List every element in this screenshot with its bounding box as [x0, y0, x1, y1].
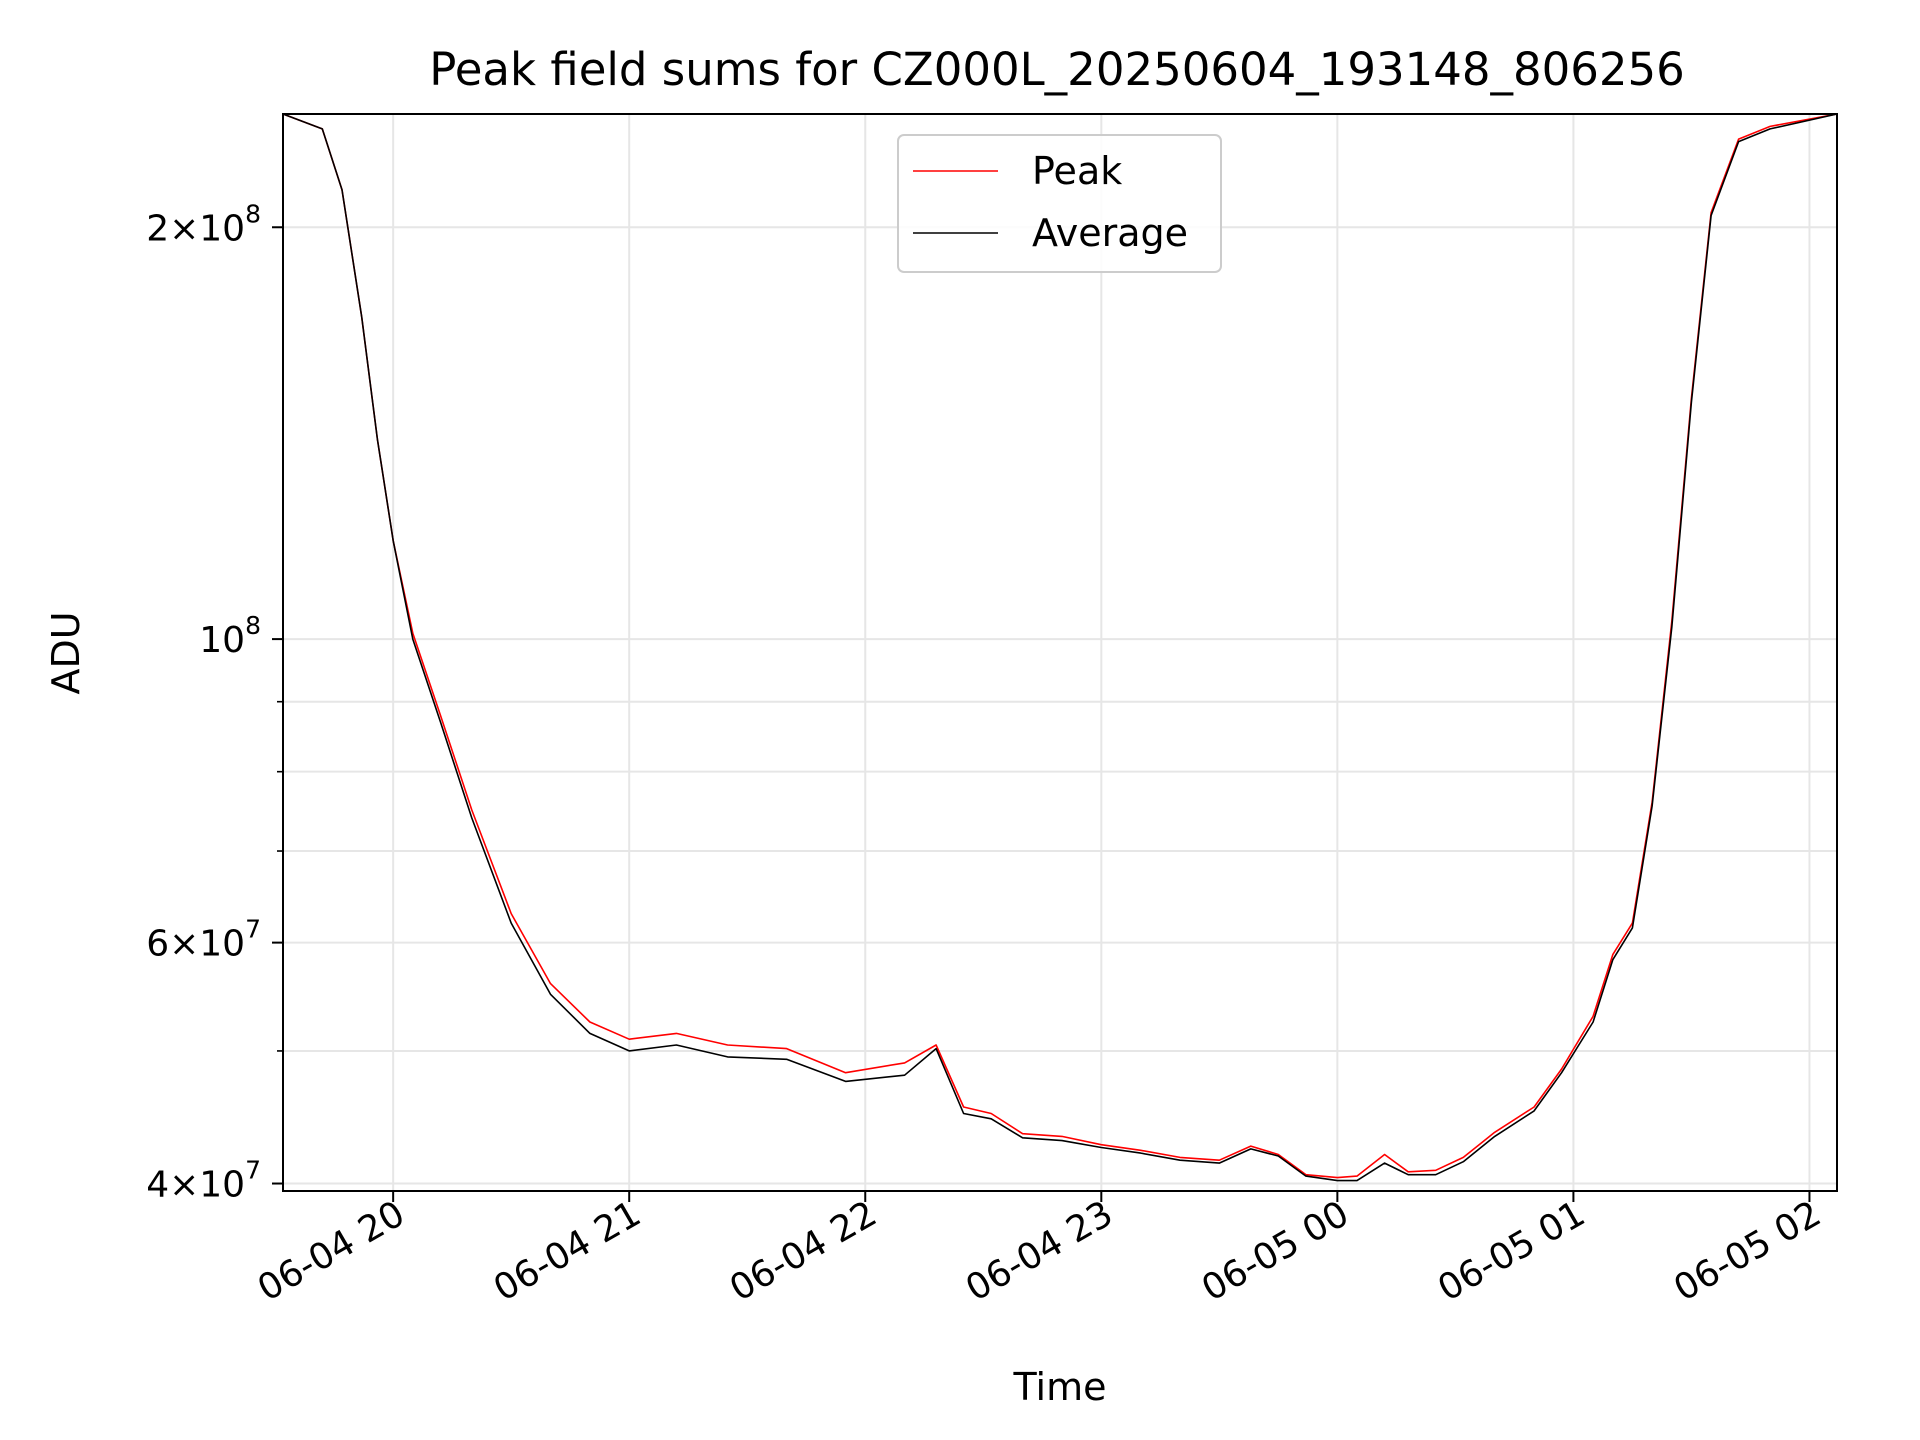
- y-tick-label: 4×107: [146, 1156, 261, 1206]
- legend-label-average: Average: [1032, 211, 1188, 255]
- series-line-average: [282, 113, 1838, 1182]
- y-tick-label: 2×108: [146, 199, 261, 249]
- y-axis-ticks: 4×107 6×107 108 2×108: [146, 199, 283, 1206]
- plot-frame: [282, 113, 1838, 1192]
- chart-title: Peak field sums for CZ000L_20250604_1931…: [429, 43, 1685, 96]
- legend-label-peak: Peak: [1032, 149, 1122, 193]
- x-axis-label: Time: [1013, 1365, 1107, 1409]
- series-line-peak: [282, 113, 1838, 1179]
- y-tick-label: 108: [199, 611, 261, 661]
- y-tick-label: 6×107: [146, 915, 261, 965]
- legend: Peak Average: [897, 134, 1222, 273]
- series-layer: [282, 113, 1838, 1182]
- legend-box: [897, 134, 1222, 273]
- y-axis-label: ADU: [44, 611, 88, 694]
